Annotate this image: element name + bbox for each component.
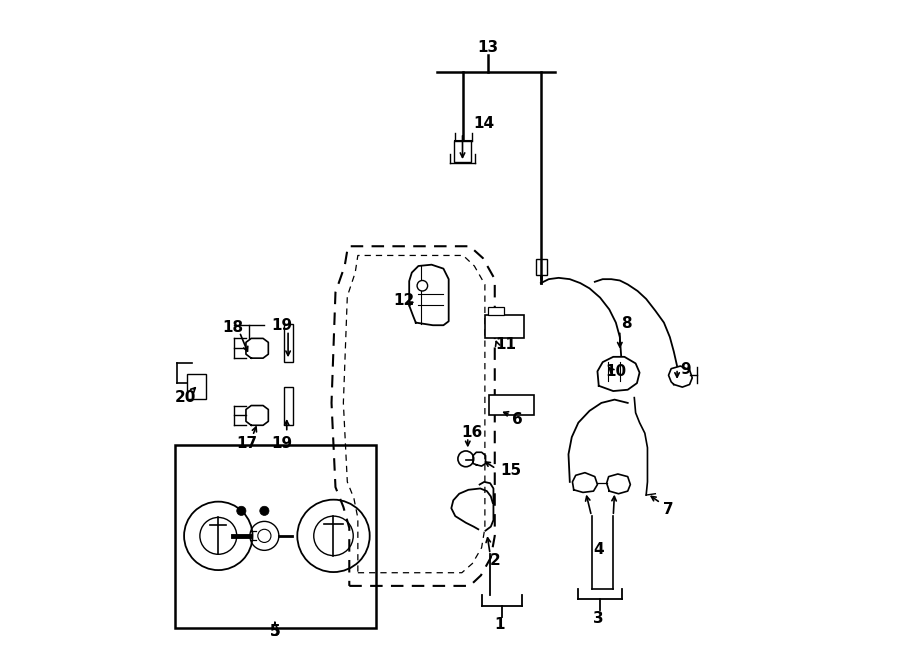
Text: 11: 11 [495,338,517,352]
FancyBboxPatch shape [284,387,293,425]
Text: 17: 17 [237,436,257,451]
Text: 5: 5 [270,625,280,639]
Circle shape [260,506,269,516]
FancyBboxPatch shape [489,395,534,414]
Text: 10: 10 [606,364,626,379]
FancyBboxPatch shape [175,445,375,628]
FancyBboxPatch shape [488,307,504,315]
Circle shape [237,506,246,516]
Text: 5: 5 [270,625,280,639]
Circle shape [417,280,428,291]
FancyBboxPatch shape [485,315,525,338]
Text: 1: 1 [495,617,505,631]
Text: 19: 19 [272,436,292,451]
Text: 12: 12 [393,293,415,309]
Text: 4: 4 [593,541,604,557]
Text: 14: 14 [473,116,495,131]
FancyBboxPatch shape [536,258,547,274]
FancyBboxPatch shape [454,141,471,162]
Text: 3: 3 [593,611,604,627]
Text: 18: 18 [222,320,243,334]
Text: 20: 20 [175,390,196,405]
Text: 8: 8 [621,317,632,331]
Text: 15: 15 [500,463,521,477]
Text: 6: 6 [512,412,523,427]
FancyBboxPatch shape [186,374,206,399]
Text: 9: 9 [680,362,691,377]
Text: 13: 13 [478,40,499,55]
Text: 16: 16 [461,425,482,440]
FancyBboxPatch shape [284,324,293,362]
Text: 19: 19 [272,318,292,332]
Text: 2: 2 [490,553,500,568]
Text: 7: 7 [663,502,674,517]
